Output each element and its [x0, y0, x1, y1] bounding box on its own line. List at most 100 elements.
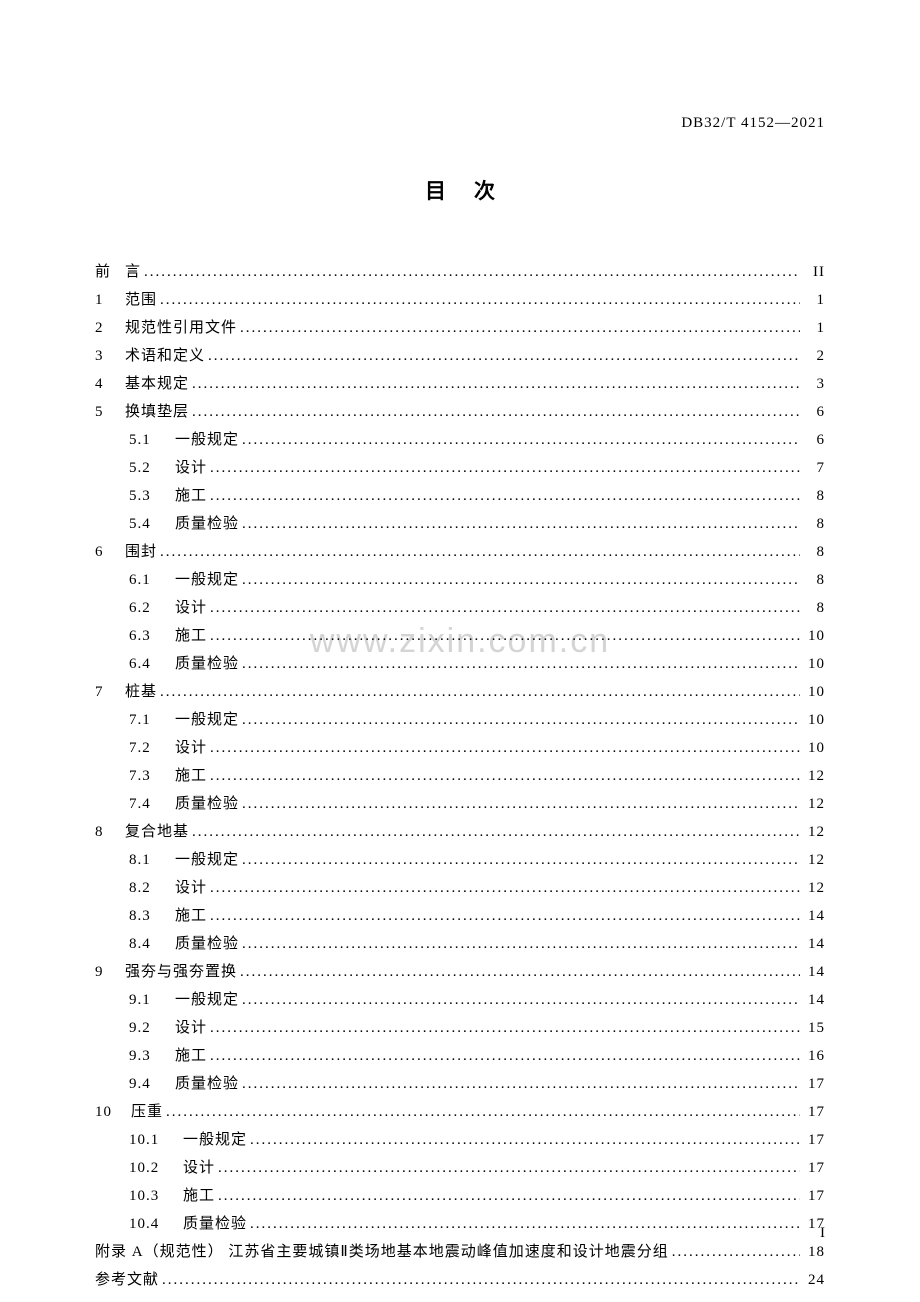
toc-row: 10压重17 — [95, 1100, 825, 1124]
toc-entry-num: 6.4 — [129, 652, 175, 676]
toc-leader-dots — [242, 428, 800, 452]
toc-entry-label: 言 — [125, 260, 141, 284]
toc-row: 8.3施工14 — [95, 904, 825, 928]
toc-entry-label: 强夯与强夯置换 — [125, 960, 237, 984]
toc-entry-num: 9.1 — [129, 988, 175, 1012]
toc-row: 3术语和定义2 — [95, 344, 825, 368]
toc-leader-dots — [242, 652, 800, 676]
toc-entry-label: 一般规定 — [175, 708, 239, 732]
toc-entry-num: 7 — [95, 680, 125, 704]
toc-row: 8.2设计12 — [95, 876, 825, 900]
toc-leader-dots — [210, 1016, 800, 1040]
toc-entry-label: 质量检验 — [175, 1072, 239, 1096]
toc-row: 5换填垫层 6 — [95, 400, 825, 424]
toc-row: 7.1一般规定10 — [95, 708, 825, 732]
toc-row: 7.4质量检验12 — [95, 792, 825, 816]
toc-entry-page: 12 — [803, 764, 825, 788]
toc-entry-num: 3 — [95, 344, 125, 368]
toc-row: 10.2设计17 — [95, 1156, 825, 1180]
toc-entry-label: 换填垫层 — [125, 400, 189, 424]
toc-entry-page: 24 — [803, 1268, 825, 1292]
toc-entry-page: 12 — [803, 876, 825, 900]
toc-entry-page: 17 — [803, 1128, 825, 1152]
toc-entry-page: 8 — [803, 484, 825, 508]
toc-row: 5.1一般规定6 — [95, 428, 825, 452]
toc-entry-label: 施工 — [175, 904, 207, 928]
toc-entry-page: 10 — [803, 736, 825, 760]
toc-entry-page: 17 — [803, 1156, 825, 1180]
toc-entry-num: 8.1 — [129, 848, 175, 872]
toc-leader-dots — [242, 848, 800, 872]
toc-row: 前言II — [95, 260, 825, 284]
toc-entry-num: 6 — [95, 540, 125, 564]
toc-entry-label: 质量检验 — [175, 652, 239, 676]
toc-entry-num: 9.2 — [129, 1016, 175, 1040]
toc-row: 1范围1 — [95, 288, 825, 312]
toc-entry-label: 施工 — [183, 1184, 215, 1208]
toc-entry-page: 8 — [803, 512, 825, 536]
toc-leader-dots — [166, 1100, 800, 1124]
toc-row: 6.3施工10 — [95, 624, 825, 648]
toc-entry-num: 8.2 — [129, 876, 175, 900]
toc-leader-dots — [210, 764, 800, 788]
toc-entry-num: 5.3 — [129, 484, 175, 508]
toc-row: 8.4质量检验14 — [95, 932, 825, 956]
toc-row: 9.2设计15 — [95, 1016, 825, 1040]
toc-row: 5.2设计7 — [95, 456, 825, 480]
toc-leader-dots — [144, 260, 800, 284]
toc-row: 4基本规定3 — [95, 372, 825, 396]
toc-entry-page: 14 — [803, 988, 825, 1012]
toc-entry-num: 8.4 — [129, 932, 175, 956]
toc-entry-label: 施工 — [175, 764, 207, 788]
toc-entry-label: 桩基 — [125, 680, 157, 704]
toc-row: 7.2设计10 — [95, 736, 825, 760]
toc-row: 9.4质量检验17 — [95, 1072, 825, 1096]
toc-entry-num: 5 — [95, 400, 125, 424]
toc-entry-num: 1 — [95, 288, 125, 312]
toc-leader-dots — [240, 960, 800, 984]
toc-leader-dots — [672, 1240, 800, 1264]
toc-entry-page: 1 — [803, 288, 825, 312]
toc-entry-page: II — [803, 260, 825, 284]
toc-row: 8.1一般规定12 — [95, 848, 825, 872]
toc-entry-page: 6 — [803, 400, 825, 424]
toc-row: 7桩基10 — [95, 680, 825, 704]
toc-entry-page: 7 — [803, 456, 825, 480]
toc-entry-page: 12 — [803, 848, 825, 872]
toc-entry-page: 16 — [803, 1044, 825, 1068]
toc-row: 6.1一般规定8 — [95, 568, 825, 592]
toc-entry-label: 压重 — [131, 1100, 163, 1124]
toc-entry-num: 9.4 — [129, 1072, 175, 1096]
toc-row: 9强夯与强夯置换 14 — [95, 960, 825, 984]
toc-entry-num: 5.4 — [129, 512, 175, 536]
toc-entry-num: 9 — [95, 960, 125, 984]
toc-leader-dots — [210, 624, 800, 648]
toc-entry-page: 10 — [803, 624, 825, 648]
toc-leader-dots — [242, 988, 800, 1012]
toc-entry-num: 7.2 — [129, 736, 175, 760]
toc-entry-page: 12 — [803, 820, 825, 844]
toc-leader-dots — [210, 456, 800, 480]
toc-entry-num: 9.3 — [129, 1044, 175, 1068]
toc-entry-page: 14 — [803, 904, 825, 928]
toc-list: 前言II1范围12规范性引用文件13术语和定义24基本规定35换填垫层65.1一… — [95, 260, 825, 1292]
toc-leader-dots — [240, 316, 800, 340]
toc-entry-page: 14 — [803, 960, 825, 984]
toc-entry-num: 8 — [95, 820, 125, 844]
toc-row: 5.4质量检验8 — [95, 512, 825, 536]
toc-leader-dots — [242, 932, 800, 956]
toc-entry-label: 围封 — [125, 540, 157, 564]
toc-entry-num: 5.1 — [129, 428, 175, 452]
toc-entry-label: 术语和定义 — [125, 344, 205, 368]
toc-entry-label: 一般规定 — [175, 568, 239, 592]
toc-leader-dots — [210, 736, 800, 760]
toc-entry-label: 附录 A（规范性） 江苏省主要城镇Ⅱ类场地基本地震动峰值加速度和设计地震分组 — [95, 1240, 669, 1264]
toc-entry-page: 17 — [803, 1184, 825, 1208]
toc-entry-label: 基本规定 — [125, 372, 189, 396]
toc-row: 10.3施工17 — [95, 1184, 825, 1208]
toc-entry-label: 一般规定 — [175, 988, 239, 1012]
toc-entry-page: 1 — [803, 316, 825, 340]
toc-entry-num: 2 — [95, 316, 125, 340]
toc-entry-page: 8 — [803, 540, 825, 564]
toc-entry-label: 复合地基 — [125, 820, 189, 844]
